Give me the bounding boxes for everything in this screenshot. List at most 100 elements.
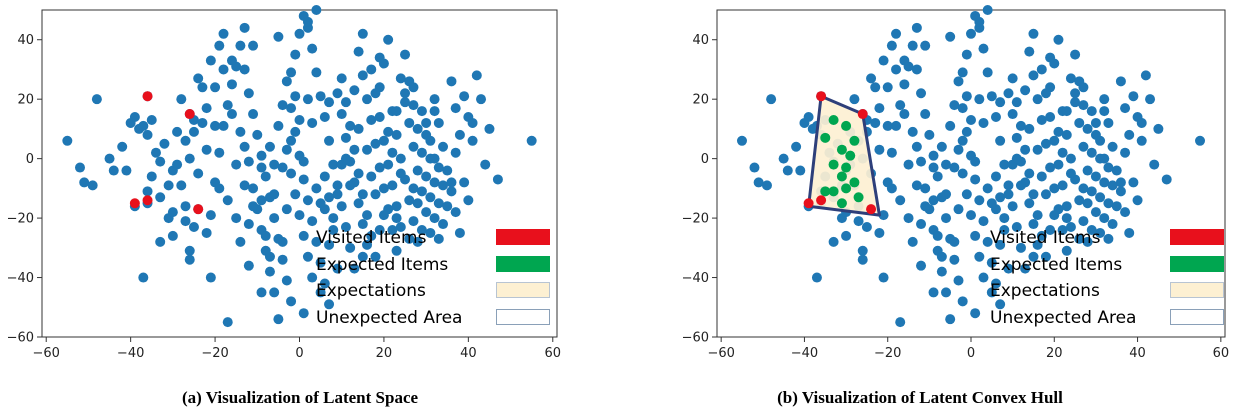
data-point: [438, 219, 449, 230]
y-tick-label: 40: [692, 33, 709, 48]
data-point: [235, 126, 246, 137]
data-point: [345, 120, 356, 131]
data-point: [391, 245, 402, 256]
data-point: [1120, 103, 1131, 114]
legend-label: Visited Items: [990, 228, 1101, 248]
data-point: [218, 120, 229, 131]
legend-swatch-unexpected: [496, 309, 550, 325]
data-point: [180, 135, 191, 146]
data-point: [332, 263, 343, 274]
data-point: [970, 230, 981, 241]
data-point: [408, 141, 419, 152]
data-point: [454, 129, 465, 140]
data-point: [408, 100, 419, 111]
data-point: [1124, 129, 1135, 140]
data-point: [903, 159, 914, 170]
data-point: [345, 180, 356, 191]
y-tick-label: −40: [682, 271, 709, 286]
data-point: [492, 174, 503, 185]
data-point: [446, 177, 457, 188]
data-point: [1049, 183, 1060, 194]
data-point: [978, 272, 989, 283]
data-point: [281, 204, 292, 215]
data-point: [193, 168, 204, 179]
data-point: [1145, 94, 1156, 105]
data-point: [1103, 162, 1114, 173]
data-point: [146, 171, 157, 182]
data-point: [214, 183, 225, 194]
data-point: [1099, 213, 1110, 224]
data-point: [932, 171, 943, 182]
data-point: [315, 198, 326, 209]
data-point: [995, 239, 1006, 250]
data-point: [795, 165, 806, 176]
data-point: [736, 135, 747, 146]
data-point: [866, 73, 877, 84]
data-point: [357, 28, 368, 39]
data-point: [353, 198, 364, 209]
data-point: [370, 88, 381, 99]
data-point: [986, 287, 997, 298]
legend-swatch-expectations: [1170, 282, 1224, 298]
data-point: [1024, 123, 1035, 134]
data-point: [1132, 195, 1143, 206]
data-point: [273, 120, 284, 131]
y-tick-label: −60: [7, 331, 34, 346]
data-point: [791, 141, 802, 152]
data-point: [421, 207, 432, 218]
data-point: [450, 207, 461, 218]
data-point: [986, 198, 997, 209]
data-point: [404, 233, 415, 244]
data-point: [961, 126, 972, 137]
data-point: [1065, 168, 1076, 179]
data-point: [273, 314, 284, 325]
data-point: [302, 251, 313, 262]
data-point: [886, 147, 897, 158]
data-point: [995, 135, 1006, 146]
data-point: [467, 135, 478, 146]
data-point: [1040, 189, 1051, 200]
data-point: [315, 91, 326, 102]
data-point: [1095, 227, 1106, 238]
data-point: [920, 40, 931, 51]
data-point: [1036, 114, 1047, 125]
data-point: [895, 100, 906, 111]
data-point: [336, 73, 347, 84]
data-point: [1103, 198, 1114, 209]
data-point: [210, 82, 221, 93]
data-point: [366, 64, 377, 75]
data-point: [1045, 52, 1056, 63]
data-point: [1040, 251, 1051, 262]
data-point: [302, 94, 313, 105]
data-point: [957, 296, 968, 307]
data-point: [336, 109, 347, 120]
data-point: [1140, 70, 1151, 81]
data-point: [899, 109, 910, 120]
data-point: [256, 150, 267, 161]
data-point: [484, 123, 495, 134]
data-point: [239, 141, 250, 152]
data-point: [953, 144, 964, 155]
data-point: [1082, 165, 1093, 176]
expected-point: [849, 177, 860, 188]
data-point: [1107, 141, 1118, 152]
expected-point: [845, 150, 856, 161]
data-point: [1036, 230, 1047, 241]
data-point: [1045, 112, 1056, 123]
panel-a: −60 −40 −20 0 20 40 60 −60 −40 −20 0 20 40 Visited I…: [0, 0, 600, 413]
data-point: [319, 171, 330, 182]
data-point: [155, 156, 166, 167]
data-point: [953, 275, 964, 286]
data-point: [936, 266, 947, 277]
data-point: [1003, 189, 1014, 200]
y-tick-label: 20: [17, 93, 34, 108]
data-point: [260, 171, 271, 182]
data-point: [395, 73, 406, 84]
data-point: [429, 106, 440, 117]
data-point: [442, 165, 453, 176]
data-point: [853, 216, 864, 227]
data-point: [383, 126, 394, 137]
legend-swatch-expectations: [496, 282, 550, 298]
data-point: [421, 171, 432, 182]
data-point: [471, 70, 482, 81]
